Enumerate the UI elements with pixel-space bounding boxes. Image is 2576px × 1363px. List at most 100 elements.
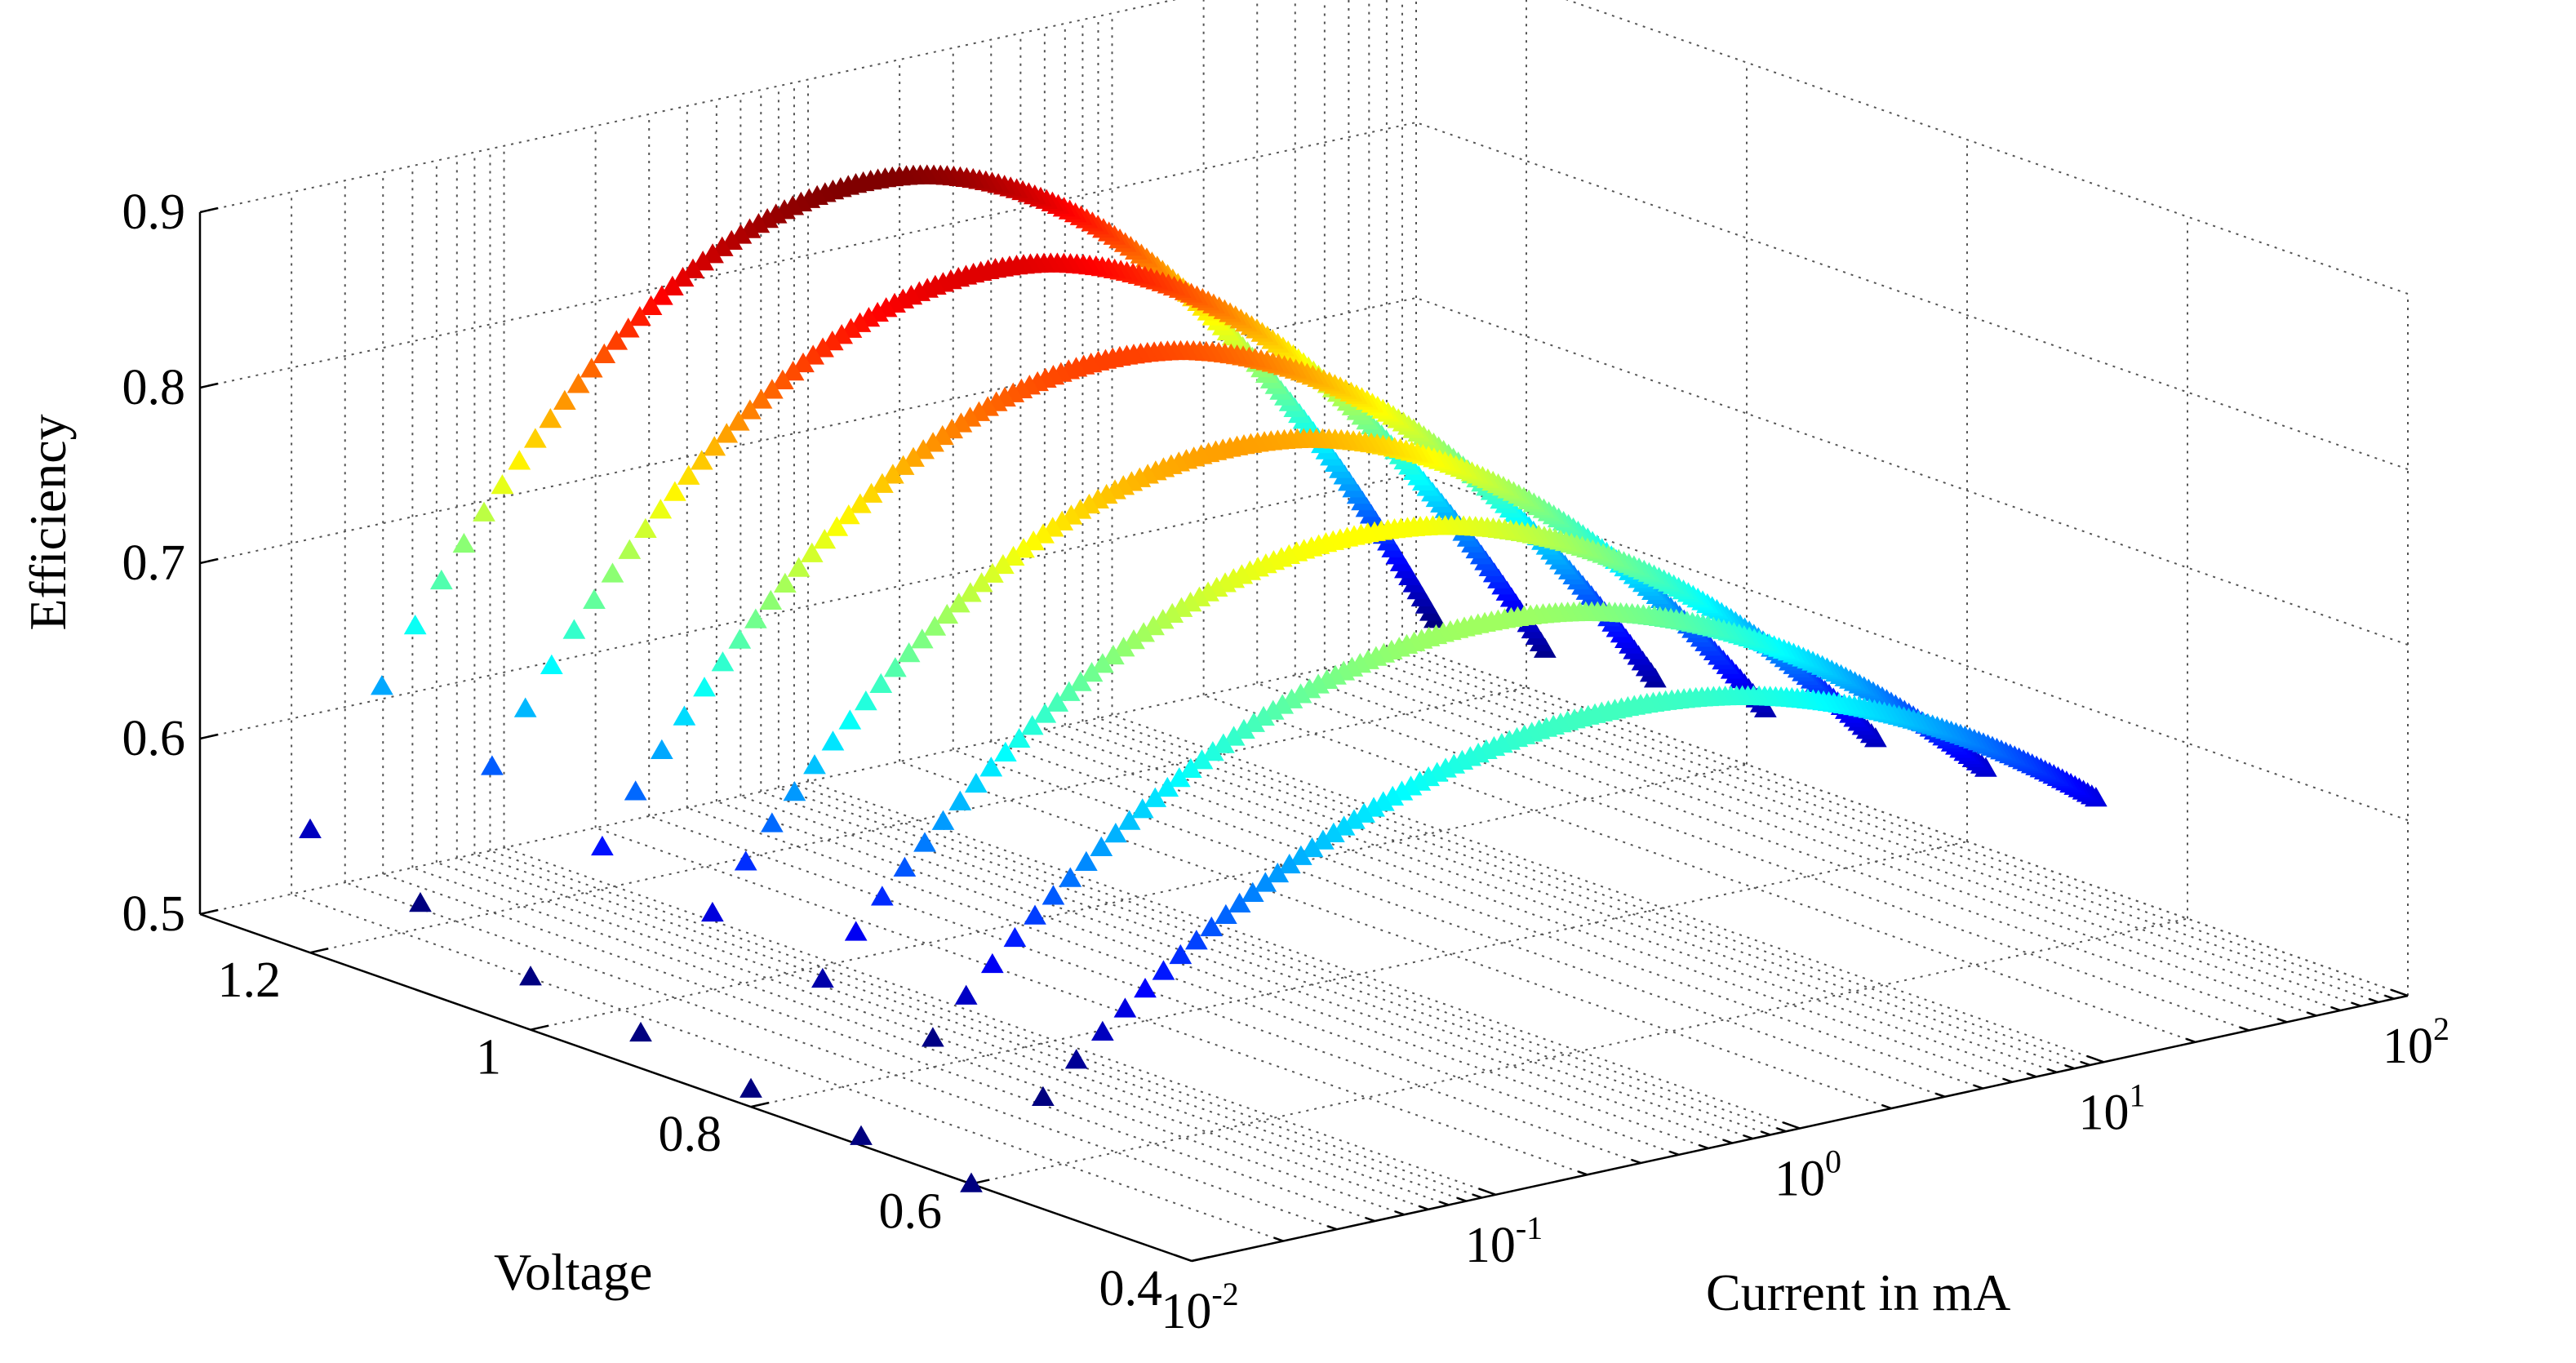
data-point [811, 967, 834, 988]
z-axis-title: Efficiency [19, 414, 77, 630]
data-markers [299, 164, 2107, 1192]
data-point [429, 569, 453, 590]
data-point [508, 450, 531, 470]
data-point [523, 428, 547, 448]
data-point [1112, 637, 1135, 657]
data-point [1201, 741, 1224, 761]
y-tick-mark [530, 1024, 549, 1031]
data-point [1068, 671, 1092, 691]
data-point [1042, 885, 1065, 905]
data-point [663, 481, 686, 501]
data-point [947, 593, 970, 613]
data-point [931, 810, 955, 830]
data-point [1002, 545, 1025, 566]
data-point [701, 243, 724, 264]
grid-line [1386, 654, 2379, 1003]
x-tick-mark [2064, 1063, 2075, 1070]
z-tick-mark [199, 557, 219, 565]
data-point [902, 446, 925, 467]
data-point [893, 856, 917, 877]
data-point [1179, 757, 1202, 778]
data-point [803, 754, 826, 775]
x-tick-mark [2369, 997, 2379, 1004]
data-point [838, 709, 862, 730]
data-point [759, 589, 783, 610]
data-point [783, 781, 806, 801]
data-point [661, 275, 684, 295]
data-point [690, 450, 713, 470]
data-point [948, 790, 972, 810]
data-point [859, 482, 883, 503]
data-point [562, 619, 586, 639]
x-tick-label: 100 [1774, 1143, 1841, 1207]
grid-line [1064, 724, 2058, 1073]
grid-line [953, 748, 1946, 1098]
data-point [1322, 822, 1345, 842]
x-tick-mark [1394, 1210, 1405, 1216]
data-point [913, 832, 936, 852]
y-tick-mark [309, 948, 329, 954]
data-point [897, 642, 921, 663]
data-point [1228, 892, 1251, 913]
data-point [1214, 903, 1237, 925]
z-tick-mark [199, 733, 219, 740]
data-point [481, 755, 504, 775]
data-point [618, 539, 642, 559]
data-point [1169, 943, 1193, 965]
data-point [958, 582, 982, 602]
series-0.9V [629, 428, 1777, 1042]
data-point [409, 891, 432, 912]
grid-line [1082, 721, 2075, 1070]
data-point [1020, 715, 1044, 735]
data-point [1104, 823, 1127, 843]
data-point [883, 657, 907, 677]
data-point [871, 473, 894, 493]
data-point [651, 285, 673, 305]
x-tick-base: 10 [1161, 1284, 1211, 1339]
data-point [1200, 916, 1224, 937]
data-point [1277, 853, 1301, 874]
data-point [650, 739, 673, 760]
data-point [912, 439, 935, 460]
data-point [403, 614, 427, 635]
grid-line [750, 841, 1968, 1108]
x-tick-mark [2351, 1001, 2361, 1007]
data-point [1102, 644, 1125, 665]
grid-line [1415, 297, 2409, 646]
data-point [1242, 712, 1266, 732]
data-point [870, 886, 894, 906]
x-tick-mark [1472, 1193, 1482, 1199]
axes-box [198, 206, 2409, 1263]
grid-line [1348, 663, 2341, 1011]
x-tick-exponent: -1 [1516, 1210, 1543, 1246]
data-point [649, 499, 673, 519]
data-point [639, 295, 663, 316]
data-point [1266, 862, 1290, 883]
data-point [773, 572, 797, 593]
x-tick-mark [1699, 1143, 1709, 1150]
data-point [1132, 622, 1156, 642]
data-point [371, 675, 393, 695]
data-point [1074, 850, 1098, 872]
data-point [519, 966, 542, 986]
grid-line [778, 787, 1771, 1136]
x-tick-base: 10 [1774, 1152, 1825, 1207]
grid-line [474, 853, 1467, 1202]
grid-line [1044, 729, 2037, 1078]
tick-labels: 0.50.60.70.80.90.40.60.811.210-210-11001… [122, 184, 2450, 1339]
data-point [992, 553, 1015, 575]
data-point [869, 673, 893, 693]
x-tick-exponent: 2 [2433, 1010, 2449, 1047]
grid-line [344, 881, 1338, 1231]
data-point [954, 984, 978, 1005]
x-tick-base: 10 [1465, 1218, 1516, 1273]
data-point [539, 408, 562, 428]
data-point [1232, 718, 1255, 739]
data-point [473, 501, 495, 522]
z-tick-mark [199, 382, 219, 389]
x-tick-mark [2185, 1037, 2196, 1043]
data-point [299, 818, 322, 838]
data-point [1022, 531, 1046, 551]
data-point [922, 432, 944, 452]
z-tick-mark [199, 908, 219, 916]
